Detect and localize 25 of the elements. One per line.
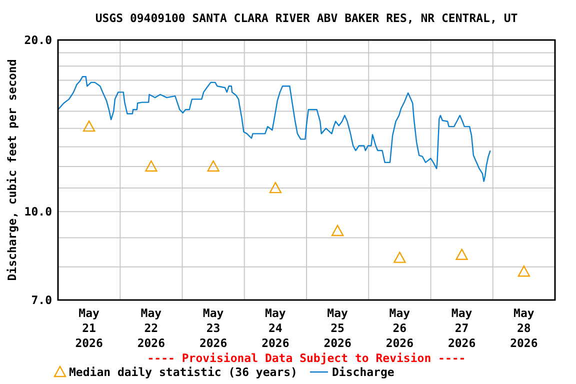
x-tick-label: May 25 2026 — [324, 306, 352, 350]
point — [145, 160, 158, 172]
legend-label: Median daily statistic (36 years) — [69, 365, 298, 379]
x-tick-label: May 24 2026 — [262, 306, 290, 350]
point — [331, 224, 344, 236]
y-axis-title: Discharge, cubic feet per second — [5, 59, 19, 281]
y-tick-label: 10.0 — [24, 204, 52, 219]
point — [456, 248, 468, 260]
point — [207, 160, 220, 172]
x-tick-label: May 27 2026 — [448, 306, 476, 350]
x-tick-label: May 26 2026 — [386, 306, 414, 350]
x-tick-label: May 28 2026 — [510, 306, 538, 350]
x-tick-label: May 21 2026 — [75, 306, 103, 350]
y-tick-label: 20.0 — [24, 33, 52, 47]
point — [518, 266, 530, 277]
y-tick-label: 7.0 — [31, 293, 52, 307]
text: ---- Provisional Data Subject to Revision ---- — [147, 351, 466, 365]
x-tick-label: May 22 2026 — [137, 306, 166, 350]
point — [269, 182, 282, 194]
point — [82, 120, 96, 132]
line-series — [57, 76, 491, 182]
point — [394, 252, 406, 263]
chart-title: USGS 09409100 SANTA CLARA RIVER ABV BAKER RES, NR CENTRAL, UT — [95, 11, 518, 25]
legend-label: Discharge — [332, 365, 394, 379]
x-tick-label: May 23 2026 — [199, 306, 228, 350]
